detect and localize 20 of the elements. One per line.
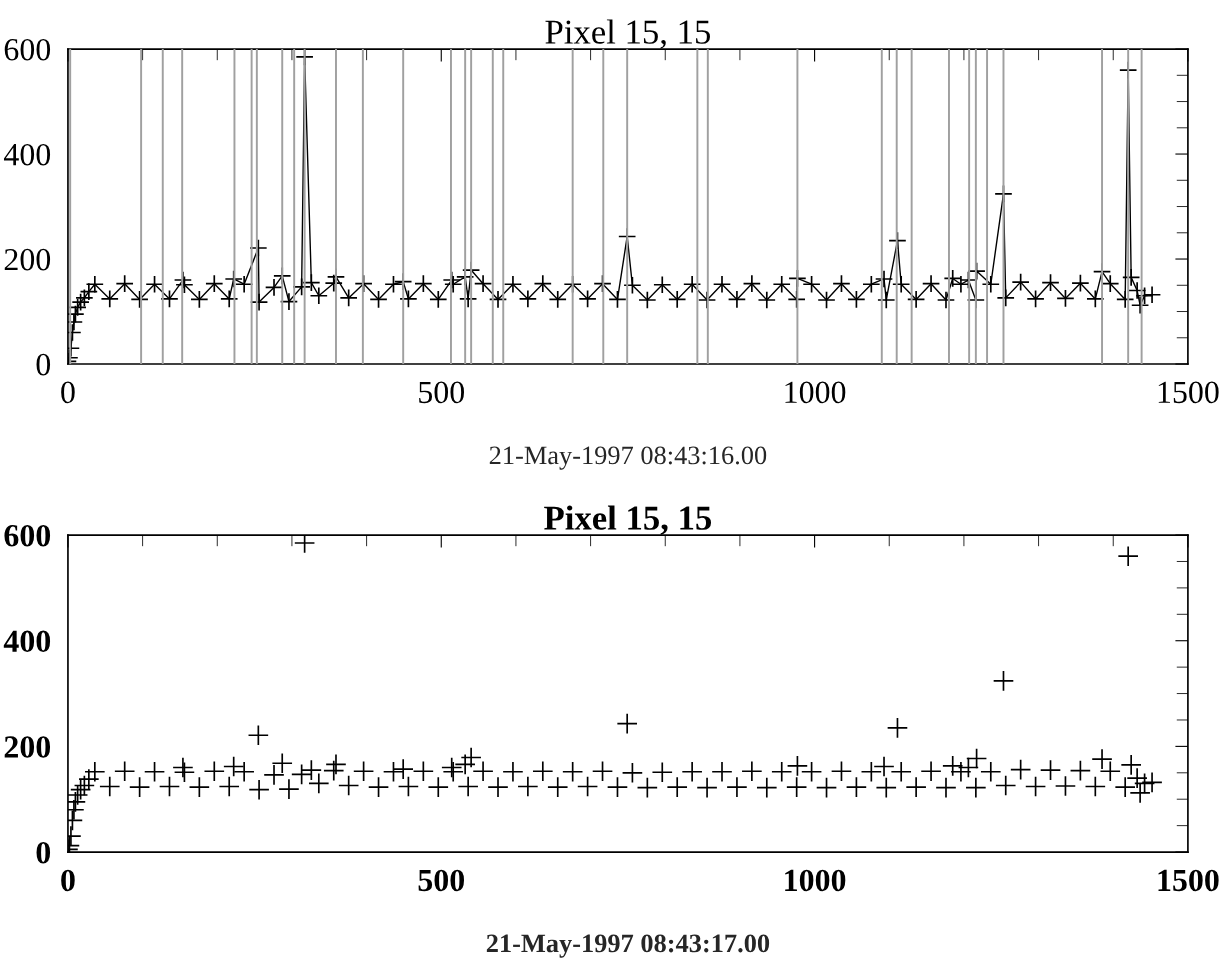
x-tick-label: 500	[418, 869, 464, 892]
y-tick-label: 200	[4, 248, 51, 271]
y-tick-label: 0	[36, 841, 51, 864]
chart-title: Pixel 15, 15	[545, 19, 710, 49]
x-tick-label: 1000	[785, 869, 846, 892]
x-tick-label: 1000	[785, 381, 846, 404]
y-tick-label: 200	[4, 736, 51, 758]
y-tick-label: 600	[4, 524, 51, 547]
x-tick-label: 0	[61, 381, 75, 404]
x-tick-label: 0	[61, 869, 75, 892]
y-tick-label: 400	[3, 143, 51, 166]
y-tick-label: 600	[4, 38, 51, 61]
x-axis-title: 21-May-1997 08:43:17.00	[486, 934, 770, 958]
y-tick-label: 0	[36, 353, 51, 376]
y-tick-label: 400	[3, 630, 51, 653]
x-tick-label: 500	[419, 381, 464, 404]
x-axis-title: 21-May-1997 08:43:16.00	[489, 446, 767, 470]
x-tick-label: 1500	[1158, 381, 1219, 404]
chart-title: Pixel 15, 15	[544, 505, 712, 535]
x-tick-label: 1500	[1158, 869, 1219, 892]
